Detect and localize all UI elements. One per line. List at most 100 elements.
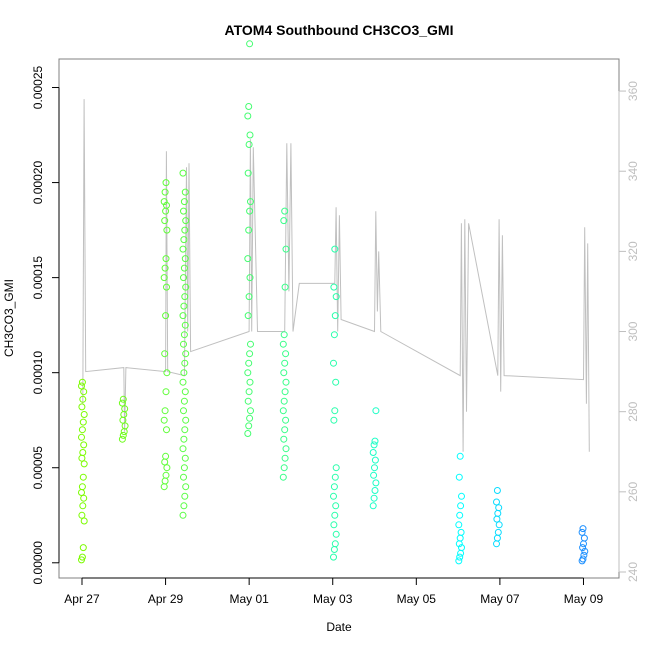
data-point [580,534,588,542]
data-point [180,435,188,443]
data-point [370,441,378,449]
data-point [331,540,339,548]
data-point [245,359,253,367]
data-point [493,487,501,494]
data-point [331,407,339,415]
data-point [281,454,289,462]
data-point [162,388,170,396]
data-point [180,302,188,310]
data-point [246,274,254,282]
data-point [371,464,378,472]
data-point [162,452,170,460]
data-point [244,369,252,377]
data-point [180,464,188,472]
data-point [181,388,189,396]
data-point [180,264,188,272]
data-point [78,403,86,411]
data-point [244,430,252,437]
data-point [180,207,187,215]
data-point [245,293,253,301]
data-point [163,464,171,472]
data-point [180,502,188,510]
data-point [78,426,86,434]
data-point [79,502,87,510]
data-point [455,557,463,565]
data-point [179,245,187,253]
data-point [179,312,187,320]
data-point [180,397,188,405]
data-point [246,40,254,48]
data-point [119,395,127,403]
data-point [78,556,85,564]
x-axis: Apr 27 Apr 29 May 01 May 03 May 05 May 07 May … [64,577,603,606]
data-point [161,350,169,358]
data-point [78,433,85,441]
data-point [457,528,465,536]
data-point [182,416,190,424]
data-point [330,416,338,424]
data-point [121,405,129,413]
chart-title: ATOM4 Southbound CH3CO3_GMI [225,22,454,38]
data-point [160,198,168,206]
data-point [181,426,189,434]
data-point [332,464,340,472]
data-point [457,549,465,557]
data-point [245,141,253,148]
y2-axis: 240 260 280 300 320 340 360 [618,81,640,582]
data-point [80,460,88,468]
data-point [281,283,289,291]
data-point [282,378,290,386]
data-point [180,407,187,415]
data-point [161,407,169,415]
data-point [180,274,187,282]
data-point [280,397,288,405]
data-point [331,473,339,481]
data-point [163,369,171,377]
data-point [163,226,171,234]
data-point [181,255,189,263]
data-point [456,511,464,519]
data-point [163,283,170,291]
data-point [78,382,85,390]
data-point [246,350,254,358]
data-point [280,435,288,443]
data-point [80,411,88,418]
data-point [281,426,289,434]
data-point [581,547,589,555]
data-point [181,293,189,301]
data-point [162,207,170,215]
data-point [493,515,501,523]
x-tick-label: May 03 [313,592,353,606]
data-point [244,169,252,177]
data-point [162,312,170,320]
x-tick-label: Apr 29 [148,592,184,606]
data-point [372,479,380,487]
data-point [331,245,339,253]
data-point [181,226,189,234]
data-point [494,509,502,517]
data-point [580,551,588,559]
data-point [182,483,190,491]
data-point [456,452,464,460]
data-point [372,407,380,415]
data-point [369,502,377,510]
data-point [78,511,86,519]
data-point [330,359,337,367]
data-point [79,395,87,403]
y-axis-label: CH3CO3_GMI [2,279,16,357]
data-point [79,544,87,552]
data-point [493,534,501,542]
data-point [330,546,338,553]
y2-tick-label: 280 [626,401,640,421]
data-point [279,340,287,348]
data-point [457,502,465,510]
data-point [332,530,340,538]
data-point [161,458,169,466]
data-point [162,179,170,187]
data-point [332,502,340,510]
data-point [245,103,253,110]
data-point [245,226,253,234]
data-point [455,473,463,481]
data-point [579,544,587,552]
plot-frame [58,58,620,579]
